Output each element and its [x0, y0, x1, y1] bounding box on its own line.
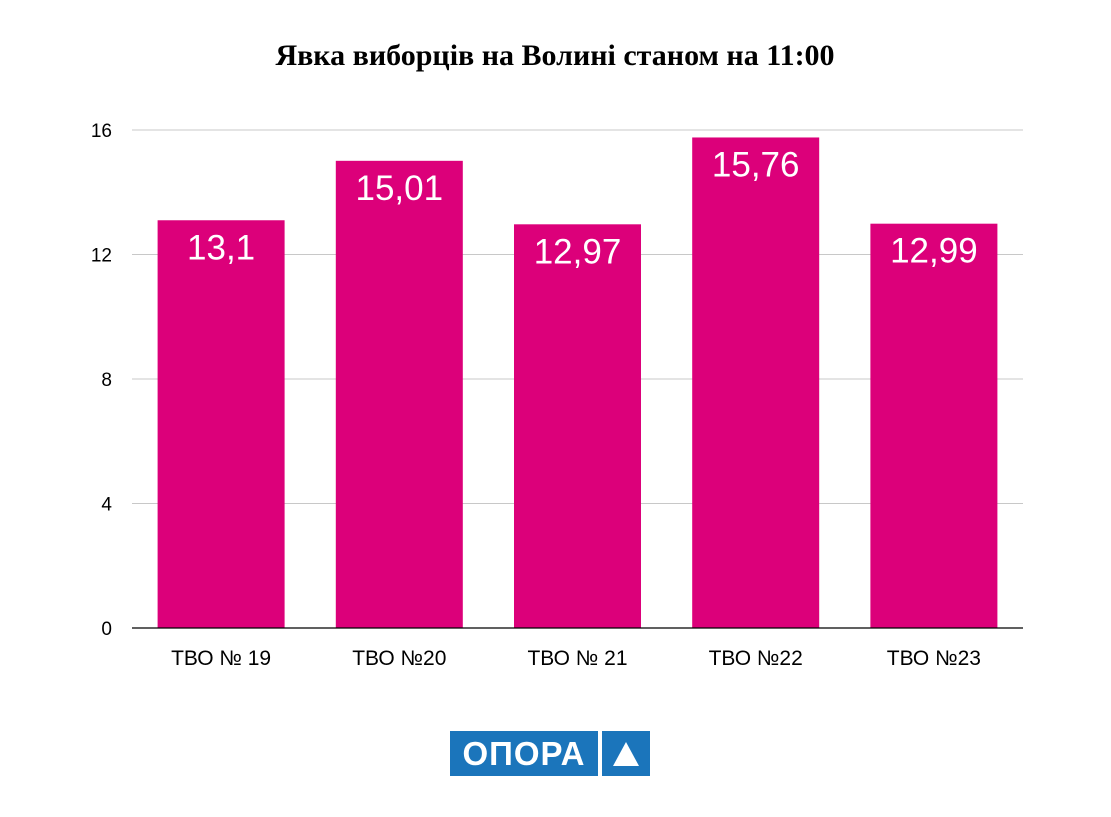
y-tick-label: 8 [101, 370, 112, 391]
y-tick-label: 4 [101, 495, 112, 516]
bar [514, 224, 641, 628]
bar [335, 160, 463, 628]
data-label: 15,76 [712, 145, 800, 184]
y-axis: 0 4 8 12 16 [91, 121, 113, 640]
chart-title: Явка виборців на Волині станом на 11:00 [275, 39, 834, 72]
triangle-icon [602, 731, 650, 776]
x-axis: ТВО № 19 ТВО №20 ТВО № 21 ТВО №22 ТВО №23 [132, 627, 1023, 670]
x-tick-label: ТВО № 19 [171, 647, 271, 670]
bar [870, 223, 998, 628]
bar [692, 137, 820, 628]
x-tick-label: ТВО №23 [887, 647, 981, 670]
logo-text: ОПОРА [450, 731, 598, 776]
data-label: 12,97 [534, 232, 622, 271]
y-tick-label: 16 [91, 121, 112, 142]
y-tick-label: 12 [91, 246, 112, 267]
x-tick-label: ТВО №20 [352, 647, 446, 670]
opora-logo: ОПОРА [450, 731, 650, 776]
data-label: 12,99 [890, 232, 978, 271]
data-label: 15,01 [356, 169, 444, 208]
bar [157, 220, 285, 628]
data-label: 13,1 [187, 228, 255, 267]
x-tick-label: ТВО №22 [709, 647, 803, 670]
bars: 13,1 15,01 12,97 15,76 12,99 [157, 137, 998, 628]
y-tick-label: 0 [101, 619, 112, 640]
x-tick-label: ТВО № 21 [527, 647, 627, 670]
